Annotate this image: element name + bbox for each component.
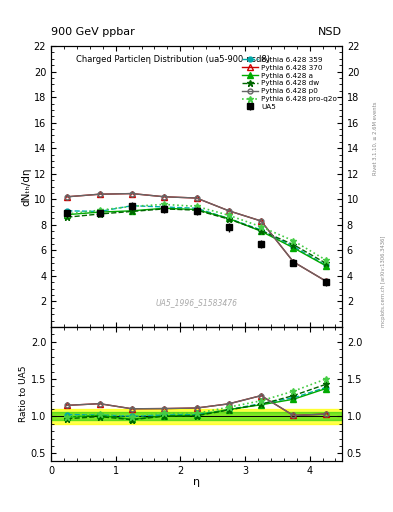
- Pythia 6.428 370: [226, 208, 231, 214]
- Pythia 6.428 dw: [194, 207, 199, 213]
- Text: UA5_1996_S1583476: UA5_1996_S1583476: [156, 298, 237, 307]
- Text: NSD: NSD: [318, 27, 342, 37]
- Pythia 6.428 a: [65, 211, 70, 218]
- Pythia 6.428 p0: [323, 278, 328, 284]
- Pythia 6.428 p0: [65, 194, 70, 200]
- Text: 900 GeV ppbar: 900 GeV ppbar: [51, 27, 135, 37]
- Pythia 6.428 p0: [97, 191, 102, 197]
- Pythia 6.428 dw: [226, 216, 231, 222]
- Y-axis label: dNₜₕ/dη: dNₜₕ/dη: [21, 167, 31, 206]
- Pythia 6.428 pro-q2o: [97, 207, 102, 213]
- Pythia 6.428 370: [259, 218, 263, 224]
- Pythia 6.428 p0: [162, 194, 167, 200]
- Pythia 6.428 a: [194, 206, 199, 212]
- X-axis label: η: η: [193, 477, 200, 487]
- Pythia 6.428 dw: [291, 242, 296, 248]
- Pythia 6.428 pro-q2o: [323, 257, 328, 263]
- Pythia 6.428 p0: [194, 195, 199, 201]
- Line: Pythia 6.428 359: Pythia 6.428 359: [65, 203, 328, 267]
- Pythia 6.428 pro-q2o: [162, 201, 167, 207]
- Pythia 6.428 359: [65, 208, 70, 214]
- Y-axis label: Ratio to UA5: Ratio to UA5: [19, 366, 28, 422]
- Pythia 6.428 a: [97, 209, 102, 215]
- Pythia 6.428 370: [65, 194, 70, 200]
- Text: Charged Particleη Distribution (ua5-900-nsd8): Charged Particleη Distribution (ua5-900-…: [76, 54, 270, 63]
- Line: Pythia 6.428 pro-q2o: Pythia 6.428 pro-q2o: [64, 201, 329, 264]
- Bar: [51, 413, 342, 420]
- Pythia 6.428 pro-q2o: [194, 203, 199, 209]
- Pythia 6.428 pro-q2o: [226, 212, 231, 218]
- Pythia 6.428 370: [323, 278, 328, 284]
- Pythia 6.428 dw: [259, 227, 263, 233]
- Pythia 6.428 pro-q2o: [291, 238, 296, 244]
- Line: Pythia 6.428 370: Pythia 6.428 370: [64, 191, 329, 284]
- Pythia 6.428 dw: [323, 260, 328, 266]
- Pythia 6.428 370: [194, 195, 199, 201]
- Pythia 6.428 370: [291, 259, 296, 265]
- Pythia 6.428 359: [97, 208, 102, 215]
- Pythia 6.428 pro-q2o: [259, 224, 263, 230]
- Pythia 6.428 a: [291, 245, 296, 251]
- Line: Pythia 6.428 a: Pythia 6.428 a: [64, 205, 329, 268]
- Pythia 6.428 359: [130, 203, 134, 209]
- Pythia 6.428 dw: [65, 214, 70, 220]
- Pythia 6.428 359: [194, 205, 199, 211]
- Pythia 6.428 370: [97, 191, 102, 197]
- Text: Rivet 3.1.10, ≥ 2.6M events: Rivet 3.1.10, ≥ 2.6M events: [373, 101, 378, 175]
- Line: Pythia 6.428 dw: Pythia 6.428 dw: [64, 205, 329, 267]
- Pythia 6.428 dw: [130, 208, 134, 215]
- Pythia 6.428 p0: [226, 208, 231, 214]
- Legend: Pythia 6.428 359, Pythia 6.428 370, Pythia 6.428 a, Pythia 6.428 dw, Pythia 6.42: Pythia 6.428 359, Pythia 6.428 370, Pyth…: [241, 55, 338, 112]
- Bar: [51, 409, 342, 423]
- Pythia 6.428 359: [226, 216, 231, 222]
- Pythia 6.428 370: [162, 194, 167, 200]
- Pythia 6.428 a: [130, 208, 134, 214]
- Pythia 6.428 359: [162, 204, 167, 210]
- Pythia 6.428 359: [291, 244, 296, 250]
- Pythia 6.428 a: [162, 205, 167, 211]
- Pythia 6.428 370: [130, 190, 134, 197]
- Pythia 6.428 359: [323, 262, 328, 268]
- Pythia 6.428 a: [259, 228, 263, 234]
- Line: Pythia 6.428 p0: Pythia 6.428 p0: [65, 191, 328, 284]
- Pythia 6.428 pro-q2o: [130, 203, 134, 209]
- Pythia 6.428 p0: [130, 190, 134, 197]
- Pythia 6.428 a: [226, 216, 231, 222]
- Pythia 6.428 p0: [259, 218, 263, 224]
- Pythia 6.428 pro-q2o: [65, 211, 70, 217]
- Pythia 6.428 dw: [162, 206, 167, 212]
- Pythia 6.428 p0: [291, 259, 296, 265]
- Pythia 6.428 a: [323, 263, 328, 269]
- Pythia 6.428 dw: [97, 211, 102, 217]
- Pythia 6.428 359: [259, 227, 263, 233]
- Text: mcplots.cern.ch [arXiv:1306.3436]: mcplots.cern.ch [arXiv:1306.3436]: [381, 236, 386, 327]
